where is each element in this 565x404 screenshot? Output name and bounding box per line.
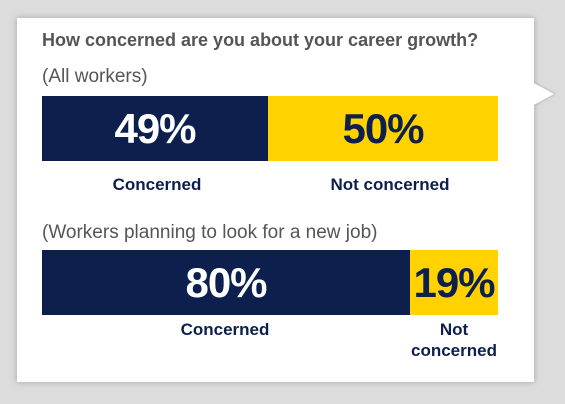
job-seekers-not-concerned-label-line2: concerned: [411, 341, 497, 360]
all-workers-subtitle: (All workers): [42, 66, 148, 87]
job-seekers-not-concerned-label-line1: Not: [439, 320, 469, 339]
all-workers-concerned-value: 49%: [114, 104, 196, 152]
job-seekers-not-concerned-segment: 19%: [410, 250, 498, 315]
all-workers-not-concerned-label: Not concerned: [330, 175, 450, 194]
job-seekers-not-concerned-label: Not concerned: [410, 319, 498, 361]
chart-title: How concerned are you about your career …: [42, 30, 479, 50]
all-workers-concerned-label: Concerned: [112, 175, 202, 194]
job-seekers-subtitle: (Workers planning to look for a new job): [42, 222, 378, 243]
all-workers-concerned-segment: 49%: [42, 96, 268, 161]
job-seekers-bar: 80% 19%: [42, 250, 498, 315]
chart-card: [17, 18, 534, 382]
job-seekers-not-concerned-value: 19%: [413, 258, 495, 306]
all-workers-not-concerned-segment: 50%: [268, 96, 498, 161]
job-seekers-concerned-label: Concerned: [180, 320, 270, 339]
all-workers-not-concerned-value: 50%: [342, 104, 424, 152]
job-seekers-concerned-segment: 80%: [42, 250, 410, 315]
all-workers-bar: 49% 50%: [42, 96, 498, 161]
callout-pointer: [532, 82, 554, 106]
job-seekers-concerned-value: 80%: [185, 258, 267, 306]
